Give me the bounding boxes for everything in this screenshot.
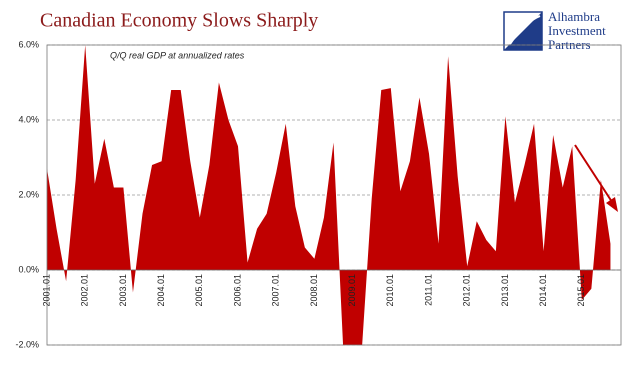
x-tick-label: 2008.01	[309, 274, 319, 307]
x-tick-label: 2002.01	[80, 274, 90, 307]
y-tick-label: 4.0%	[18, 114, 39, 124]
y-tick-label: -2.0%	[15, 339, 39, 349]
y-tick-label: 2.0%	[18, 189, 39, 199]
x-tick-label: 2006.01	[232, 274, 242, 307]
chart-title: Canadian Economy Slows Sharply	[40, 10, 318, 32]
y-tick-label: 6.0%	[18, 39, 39, 49]
area	[47, 45, 611, 345]
x-tick-label: 2015.01	[576, 274, 586, 307]
plot-frame	[46, 44, 622, 346]
x-tick-label: 2010.01	[385, 274, 395, 307]
x-tick-label: 2007.01	[271, 274, 281, 307]
logo-text: Partners	[548, 37, 591, 52]
x-tick-label: 2003.01	[118, 274, 128, 307]
logo-text: Alhambra	[548, 9, 600, 24]
logo-text: Investment	[548, 23, 606, 38]
x-tick-label: 2005.01	[194, 274, 204, 307]
logo: Alhambra Investment Partners	[503, 9, 606, 52]
arrow-head	[606, 197, 618, 212]
x-tick-label: 2004.01	[156, 274, 166, 307]
x-tick-label: 2012.01	[462, 274, 472, 307]
x-tick-label: 2001.01	[41, 274, 51, 307]
x-tick-label: 2014.01	[538, 274, 548, 307]
x-tick-label: 2009.01	[347, 274, 357, 307]
logo-swoosh	[509, 15, 541, 45]
x-tick-label: 2011.01	[423, 274, 433, 306]
annotation: Q/Q real GDP at annualized rates	[110, 50, 245, 60]
y-tick-label: 0.0%	[18, 264, 39, 274]
x-tick-label: 2013.01	[500, 274, 510, 307]
arrow-shaft	[574, 144, 615, 206]
